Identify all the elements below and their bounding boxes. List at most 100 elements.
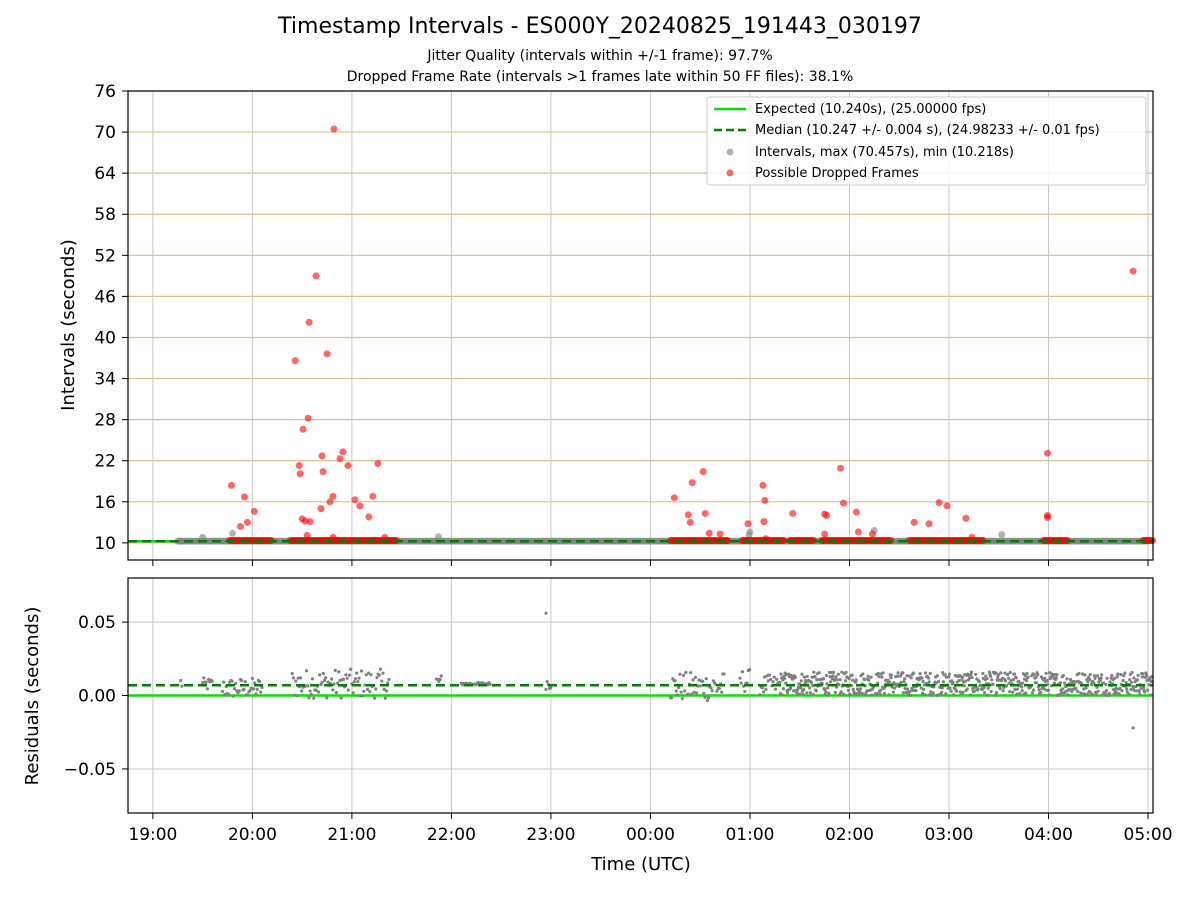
residual-point [888,680,892,684]
residual-point [1118,686,1122,691]
residual-point [1045,678,1049,683]
residual-point [903,687,907,691]
top-panel-ticks: 10 16 22 28 34 40 46 52 58 64 70 76 [94,82,1149,566]
residual-point [709,686,713,690]
dropped-point [339,448,347,456]
residual-point [920,691,925,695]
residual-point [814,689,818,693]
x-tick-label: 01:00 [725,825,774,845]
residual-point [920,676,924,680]
residual-point [827,691,831,695]
dropped-point [304,414,312,422]
interval-point [998,531,1006,539]
x-tick-label: 02:00 [825,825,874,845]
residual-point [380,679,384,683]
top-y-tick-label: 76 [94,82,116,102]
dropped-point [759,481,767,489]
bottom-panel-ticks: 0.05 0.00 −0.05 19:00 20:00 21:00 22:00 23:00 00… [64,613,1173,845]
residual-point [337,670,341,674]
residual-point [438,677,442,682]
residual-point [1125,690,1129,694]
residual-point [1149,693,1153,697]
residual-point [1023,673,1027,678]
legend-dropped-marker [726,169,734,177]
chart-subtitle-jitter: Jitter Quality (intervals within +/-1 fr… [427,48,773,64]
residual-point [544,611,548,615]
residual-point [847,676,851,681]
residual-point [681,673,686,677]
residual-point [962,684,966,688]
dropped-point [840,499,848,507]
residual-point [291,676,295,680]
residual-point [1008,670,1012,675]
residual-point [1088,672,1092,677]
legend: Expected (10.240s), (25.00000 fps) Media… [706,96,1147,186]
residual-point [1130,670,1134,675]
bottom-y-tick-label: 0.05 [78,613,116,633]
dropped-point [910,518,918,526]
residual-point [988,674,993,678]
residual-point [1100,673,1104,677]
residual-point [829,670,833,675]
residual-point [1003,679,1008,683]
residual-point [831,674,835,678]
residual-point [316,690,321,694]
residual-point [1104,682,1108,686]
residual-point [345,676,349,680]
residual-point [689,671,693,675]
residual-point [1140,675,1144,679]
dropped-point [760,518,768,526]
residual-point [259,690,263,694]
residual-point [1094,692,1098,696]
residual-point [813,675,817,679]
dropped-point [329,492,337,500]
residual-point [918,672,922,676]
residual-point [866,674,870,678]
residual-point [368,689,372,694]
residual-point [314,688,318,692]
residual-point [905,687,910,691]
residual-point [246,693,250,697]
residual-point [815,678,819,682]
residual-point [1046,688,1051,692]
residual-point [902,679,906,684]
top-y-tick-label: 34 [94,370,116,390]
legend-intervals-label: Intervals, max (70.457s), min (10.218s) [755,145,1014,160]
residual-point [740,670,745,674]
dropped-point [837,464,845,472]
residual-point [1116,672,1120,676]
residual-point [993,693,997,697]
residual-point [971,686,975,691]
dropped-point [356,502,364,510]
residual-point [436,677,440,681]
residual-point [310,677,315,681]
residual-point [1146,688,1150,692]
residual-point [908,689,912,694]
dropped-point [365,513,373,521]
residual-point [991,682,995,686]
residual-point [901,690,906,695]
residual-point [226,692,231,696]
dropped-point [701,509,709,517]
residual-point [810,675,814,679]
residual-point [1104,688,1109,693]
residual-point [375,676,379,680]
residual-point [179,678,183,683]
dropped-point [319,468,327,476]
residual-point [840,670,844,674]
residual-point [766,679,770,683]
residual-point [848,693,852,697]
top-y-tick-label: 64 [94,164,116,184]
residual-point [761,690,766,694]
residual-point [825,686,830,690]
residual-point [1127,692,1131,697]
residual-point [889,676,893,680]
residual-point [905,674,909,678]
residual-point [887,693,891,697]
residual-point [763,675,767,679]
bottom-panel-marks [128,611,1155,730]
residual-point [1021,681,1025,685]
residual-point [295,694,299,698]
residual-point [260,685,264,690]
residual-point [1103,691,1107,695]
